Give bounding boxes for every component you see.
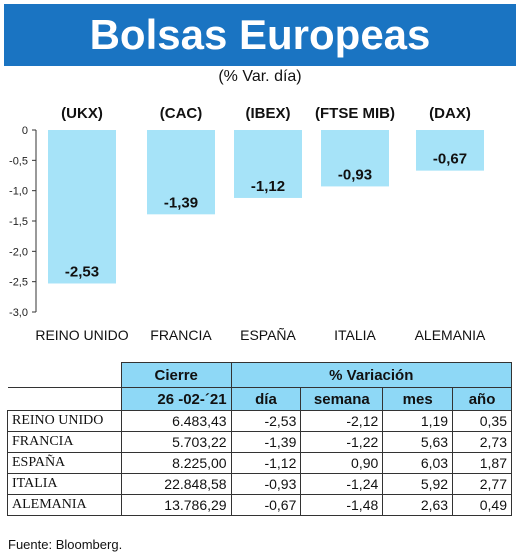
index-label: (CAC) (160, 105, 203, 122)
value-label: -0,93 (338, 166, 372, 183)
y-tick-label: -2,5 (9, 277, 28, 289)
row-mes: 5,92 (382, 473, 454, 495)
title-banner: Bolsas Europeas (4, 4, 516, 66)
row-dia: -0,67 (230, 494, 302, 516)
row-ano: 0,49 (452, 494, 512, 516)
row-ano: 2,77 (452, 473, 512, 495)
y-tick-label: -1,5 (9, 216, 28, 228)
bar (48, 130, 116, 284)
row-name: ALEMANIA (7, 494, 122, 516)
row-semana: -1,22 (300, 431, 384, 453)
row-semana: 0,90 (300, 452, 384, 474)
row-name: ESPAÑA (7, 452, 122, 474)
y-tick-label: 0 (22, 125, 28, 137)
row-ano: 2,73 (452, 431, 512, 453)
row-cierre: 8.225,00 (120, 452, 232, 474)
index-label: (UKX) (61, 105, 103, 122)
page-title: Bolsas Europeas (89, 11, 431, 58)
category-label: REINO UNIDO (35, 327, 128, 343)
row-semana: -1,24 (300, 473, 384, 495)
chart-subtitle: (% Var. día) (218, 68, 302, 85)
category-label: ALEMANIA (415, 327, 486, 343)
stock-table: Cierre % Variación 26 -02-´21 día semana… (7, 362, 513, 516)
table-row: FRANCIA 5.703,22 -1,39 -1,22 5,63 2,73 (7, 431, 512, 453)
row-mes: 6,03 (382, 452, 454, 474)
index-label: (IBEX) (246, 105, 291, 122)
row-cierre: 22.848,58 (120, 473, 232, 495)
bar (147, 130, 215, 215)
row-cierre: 6.483,43 (120, 410, 232, 432)
row-cierre: 13.786,29 (120, 494, 232, 516)
value-label: -2,53 (65, 263, 99, 280)
row-name: REINO UNIDO (7, 410, 122, 432)
row-mes: 5,63 (382, 431, 454, 453)
row-mes: 2,63 (382, 494, 454, 516)
table-header-row: Cierre % Variación (7, 362, 513, 388)
y-tick-label: -1,0 (9, 186, 28, 198)
row-ano: 0,35 (452, 410, 512, 432)
row-dia: -2,53 (230, 410, 302, 432)
index-label: (FTSE MIB) (315, 105, 395, 122)
category-label: FRANCIA (150, 327, 212, 343)
header-semana: semana (300, 387, 384, 411)
row-dia: -0,93 (230, 473, 302, 495)
row-name: ITALIA (7, 473, 122, 495)
table-corner (7, 362, 122, 388)
row-mes: 1,19 (382, 410, 454, 432)
row-ano: 1,87 (452, 452, 512, 474)
y-tick-label: -2,0 (9, 246, 28, 258)
source-note: Fuente: Bloomberg. (8, 537, 123, 552)
header-dia: día (230, 387, 302, 411)
header-mes: mes (382, 387, 454, 411)
bar (321, 130, 389, 187)
table-row: ALEMANIA 13.786,29 -0,67 -1,48 2,63 0,49 (7, 494, 512, 516)
header-ano: año (452, 387, 512, 411)
bar (416, 130, 484, 171)
row-semana: -2,12 (300, 410, 384, 432)
bar (234, 130, 302, 198)
y-tick-label: -3,0 (9, 307, 28, 319)
value-label: -0,67 (433, 151, 467, 168)
category-label: ESPAÑA (240, 327, 296, 343)
row-dia: -1,12 (230, 452, 302, 474)
bar-chart: 0 -0,5 -1,0 -1,5 -2,0 -2,5 -3,0 (UKX) -2,53 REINO… (9, 105, 486, 343)
table-row: REINO UNIDO 6.483,43 -2,53 -2,12 1,19 0,… (7, 410, 512, 432)
row-semana: -1,48 (300, 494, 384, 516)
row-name: FRANCIA (7, 431, 122, 453)
category-label: ITALIA (334, 327, 376, 343)
row-cierre: 5.703,22 (120, 431, 232, 453)
table-row: ESPAÑA 8.225,00 -1,12 0,90 6,03 1,87 (7, 452, 512, 474)
table-corner-2 (7, 387, 122, 411)
header-variacion: % Variación (230, 362, 513, 388)
header-cierre: Cierre (120, 362, 232, 388)
value-label: -1,39 (164, 194, 198, 211)
value-label: -1,12 (251, 178, 285, 195)
table-row: ITALIA 22.848,58 -0,93 -1,24 5,92 2,77 (7, 473, 512, 495)
table-subheader-row: 26 -02-´21 día semana mes año (7, 387, 512, 411)
header-date: 26 -02-´21 (120, 387, 232, 411)
row-dia: -1,39 (230, 431, 302, 453)
index-label: (DAX) (429, 105, 471, 122)
y-tick-label: -0,5 (9, 155, 28, 167)
